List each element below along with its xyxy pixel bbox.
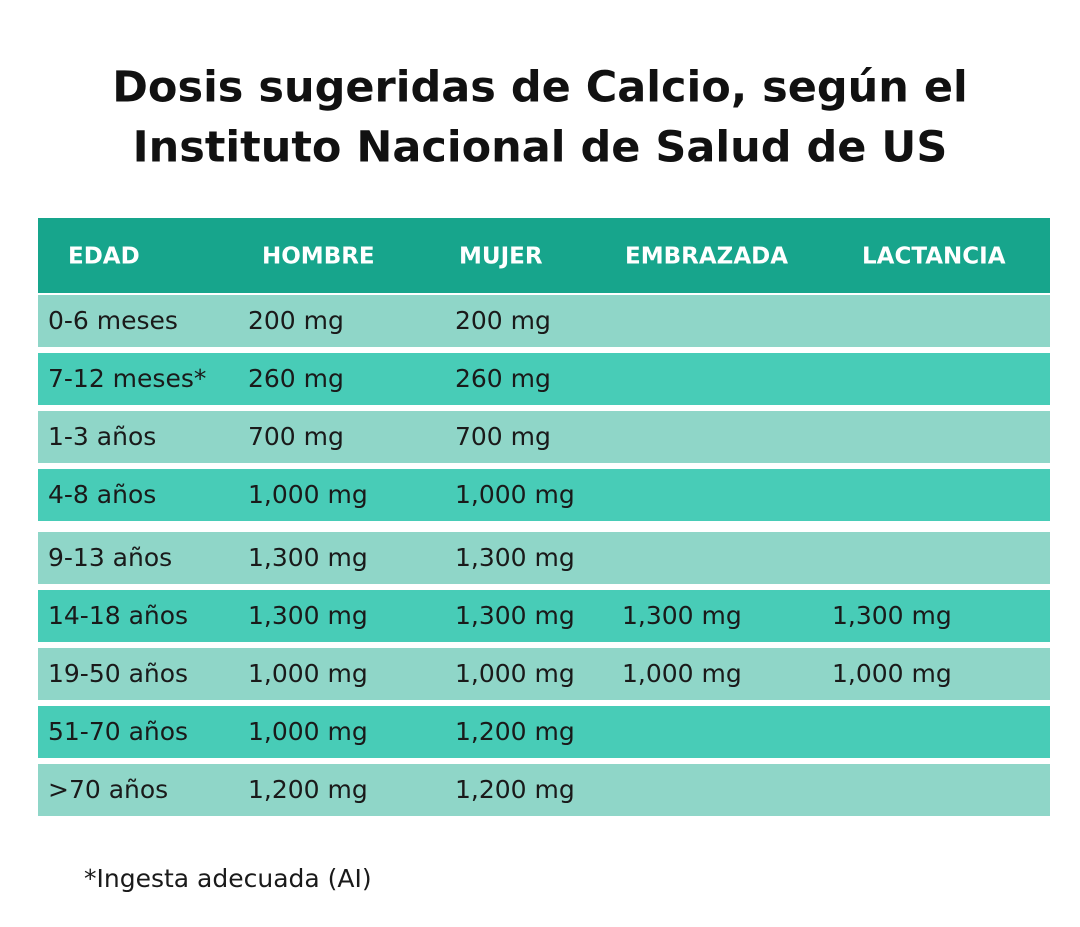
table-row [38, 648, 1050, 700]
column-header: HOMBRE [262, 244, 375, 270]
table-cell: 1,000 mg [248, 480, 368, 509]
table-cell: 9-13 años [48, 543, 172, 572]
table-cell: 4-8 años [48, 480, 156, 509]
title-line: Instituto Nacional de Salud de US [133, 123, 948, 173]
table-cell: 19-50 años [48, 659, 188, 688]
table-cell: 1,000 mg [248, 717, 368, 746]
table-cell: 1,200 mg [455, 717, 575, 746]
table-cell: 1,000 mg [622, 659, 742, 688]
table-cell: 1,300 mg [455, 543, 575, 572]
table-cell: 1,200 mg [455, 775, 575, 804]
table-cell: 1,200 mg [248, 775, 368, 804]
table-cell: 260 mg [248, 364, 344, 393]
table-cell: 0-6 meses [48, 306, 178, 335]
column-header: MUJER [459, 244, 543, 270]
table-cell: 1,000 mg [455, 659, 575, 688]
table-row [38, 295, 1050, 347]
table-cell: 1,300 mg [622, 601, 742, 630]
table-cell: 1,300 mg [455, 601, 575, 630]
column-header: LACTANCIA [862, 244, 1006, 270]
table-cell: 260 mg [455, 364, 551, 393]
table-cell: 200 mg [248, 306, 344, 335]
table-row [38, 411, 1050, 463]
table-row [38, 469, 1050, 521]
table-cell: 1,000 mg [832, 659, 952, 688]
table-cell: 1,300 mg [248, 543, 368, 572]
table-cell: 700 mg [455, 422, 551, 451]
table-cell: 14-18 años [48, 601, 188, 630]
table-cell: 1,300 mg [832, 601, 952, 630]
table-row [38, 706, 1050, 758]
column-header: EMBRAZADA [625, 244, 788, 270]
table-row [38, 532, 1050, 584]
table-cell: 1,300 mg [248, 601, 368, 630]
table-cell: 1,000 mg [248, 659, 368, 688]
table-cell: 1-3 años [48, 422, 156, 451]
column-header: EDAD [68, 244, 140, 270]
table-cell: 700 mg [248, 422, 344, 451]
table-row [38, 590, 1050, 642]
table-cell: 51-70 años [48, 717, 188, 746]
footnote: *Ingesta adecuada (AI) [84, 864, 372, 893]
table-cell: 7-12 meses* [48, 364, 206, 393]
table-cell: 1,000 mg [455, 480, 575, 509]
title-line: Dosis sugeridas de Calcio, según el [112, 63, 968, 113]
table-cell: >70 años [48, 775, 168, 804]
table-cell: 200 mg [455, 306, 551, 335]
table-header [38, 218, 1050, 293]
table-row [38, 764, 1050, 816]
table-row [38, 353, 1050, 405]
